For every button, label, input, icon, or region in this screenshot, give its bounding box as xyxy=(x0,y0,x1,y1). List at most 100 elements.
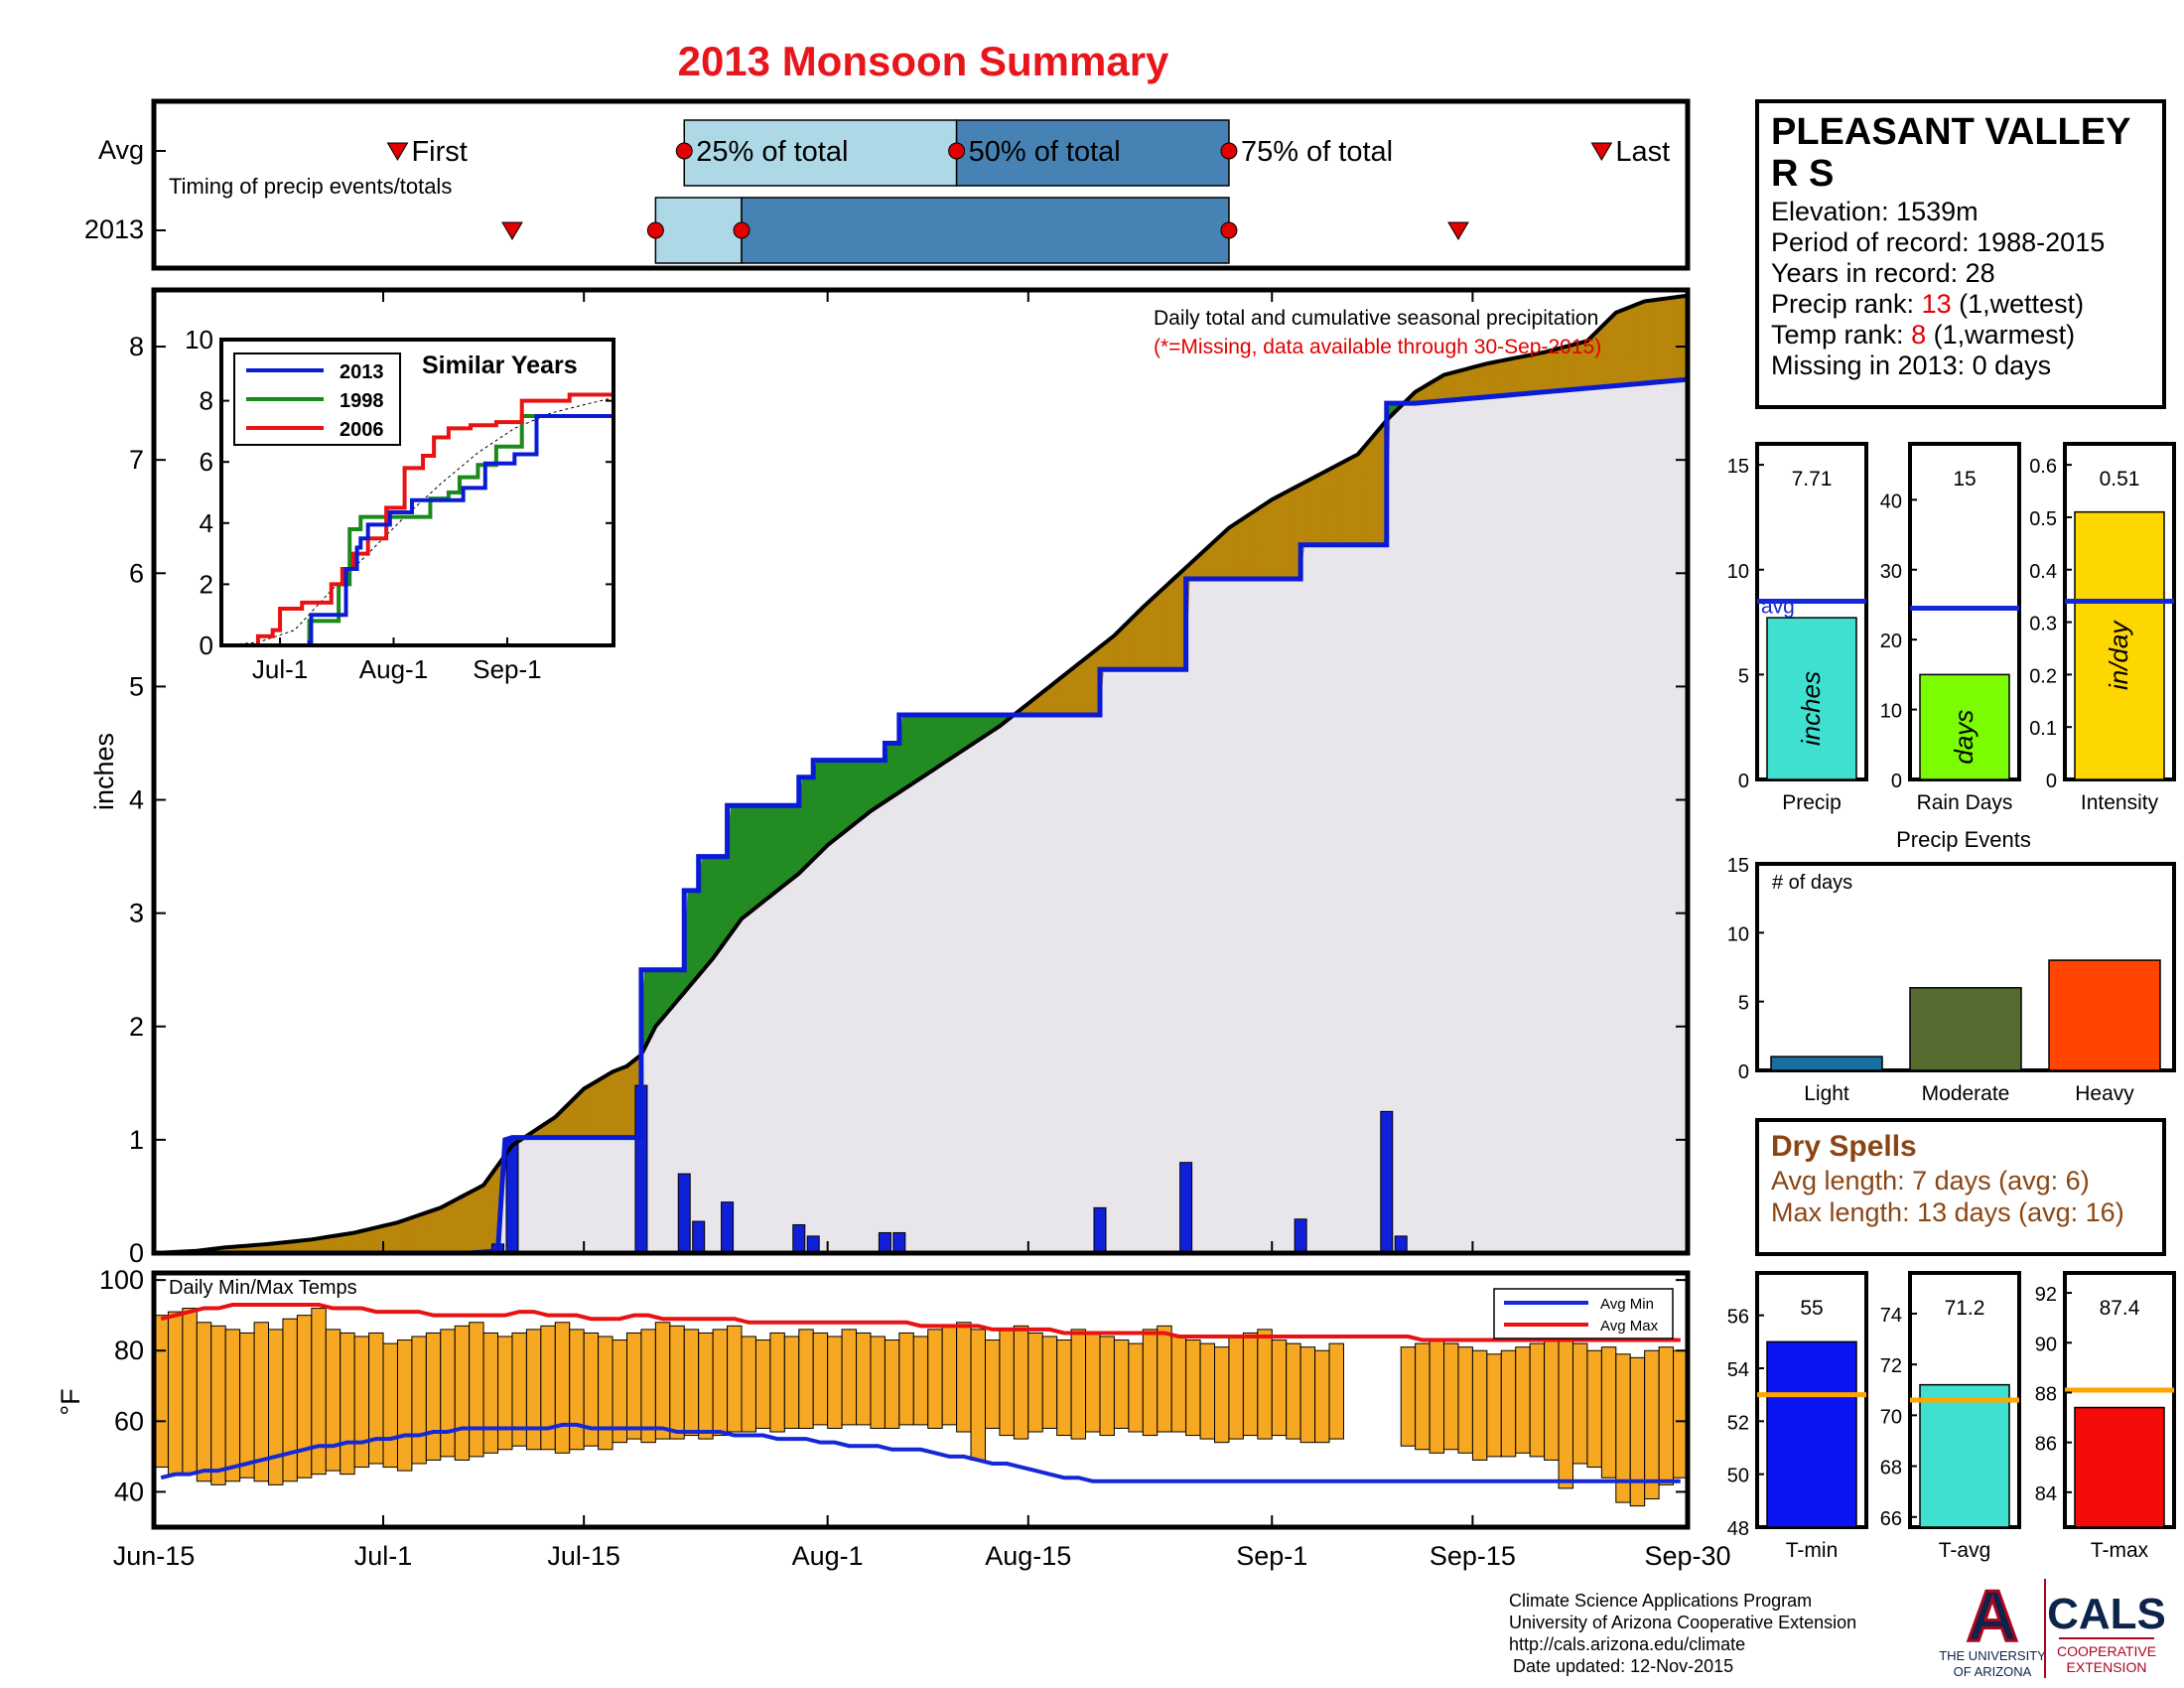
daily-temp-bar-51 xyxy=(884,1339,900,1429)
daily-precip-bar-7 xyxy=(806,1235,820,1254)
daily-temp-bar-68 xyxy=(1128,1342,1144,1433)
psum-unit-label-2: in/day xyxy=(2104,620,2133,690)
avg-q2-box xyxy=(955,119,1230,187)
daily-temp-bar-16 xyxy=(382,1342,398,1469)
station-precip-rank: Precip rank: 13 (1,wettest) xyxy=(1771,289,2084,319)
daily-temp-bar-37 xyxy=(683,1329,700,1437)
inset-y-tick-label-0: 0 xyxy=(200,631,213,660)
daily-temp-bar-66 xyxy=(1099,1336,1115,1437)
daily-temp-bar-26 xyxy=(525,1329,542,1451)
events-x-label-2: Heavy xyxy=(2075,1082,2134,1105)
inset-legend-label-1998: 1998 xyxy=(340,390,384,412)
daily-temp-bar-8 xyxy=(268,1329,284,1485)
daily-temp-bar-54 xyxy=(927,1329,943,1429)
dry-spells-avg: Avg length: 7 days (avg: 6) xyxy=(1771,1166,2090,1196)
daily-temp-bar-93 xyxy=(1486,1353,1502,1458)
daily-temp-bar-56 xyxy=(956,1322,972,1433)
precip-rank-value: 13 xyxy=(1922,289,1952,319)
temps-legend-label-max: Avg Max xyxy=(1600,1318,1659,1335)
dry-spells-title: Dry Spells xyxy=(1771,1130,1917,1163)
daily-temp-bar-6 xyxy=(239,1332,255,1478)
daily-temp-bar-57 xyxy=(970,1329,986,1461)
psum-bar-2 xyxy=(2074,510,2165,780)
events-bar-light xyxy=(1770,1055,1883,1071)
ua-logo-text1: THE UNIVERSITY xyxy=(1939,1648,2046,1663)
cumulative-y-tick-label-0: 0 xyxy=(129,1238,144,1268)
daily-temp-bar-71 xyxy=(1170,1336,1187,1433)
daily-temp-bar-22 xyxy=(469,1322,484,1458)
avg-p75-label: 75% of total xyxy=(1241,136,1393,168)
daily-precip-bar-10 xyxy=(1093,1206,1107,1254)
daily-temp-bar-52 xyxy=(898,1332,914,1426)
temp-rank-label: Temp rank: xyxy=(1771,320,1904,350)
events-y-tick-label-0: 0 xyxy=(1738,1061,1749,1083)
psum-y-tick-label-1-20: 20 xyxy=(1880,631,1902,652)
ua-logo-text2: OF ARIZONA xyxy=(1954,1664,2032,1679)
tsum-y-tick-label-0-54: 54 xyxy=(1727,1359,1749,1381)
tsum-y-tick-label-0-48: 48 xyxy=(1727,1518,1749,1540)
tsum-x-label-2: T-max xyxy=(2091,1539,2149,1562)
daily-temp-bar-29 xyxy=(569,1329,585,1451)
cumulative-y-tick-label-2: 2 xyxy=(129,1012,144,1042)
psum-y-tick-label-2-0: 0 xyxy=(2046,771,2057,792)
daily-temp-bar-41 xyxy=(741,1336,756,1433)
avg-p25-label: 25% of total xyxy=(696,136,848,168)
daily-precip-bar-11 xyxy=(1179,1162,1193,1254)
psum-y-tick-label-0-5: 5 xyxy=(1738,665,1749,687)
avg-first-label: First xyxy=(411,136,467,168)
daily-temp-bar-73 xyxy=(1199,1342,1216,1440)
daily-temp-bar-69 xyxy=(1142,1329,1159,1437)
precip-summary-panels: 7.71 0 5 10 15 Precip inches avg 15 0 10 20 30 40 Rain… xyxy=(1727,442,2176,814)
psum-y-tick-label-2-0.3: 0.3 xyxy=(2029,614,2057,635)
daily-temp-bar-39 xyxy=(712,1329,729,1437)
psum-bar-0 xyxy=(1766,617,1857,780)
tsum-y-tick-label-1-72: 72 xyxy=(1880,1355,1902,1377)
psum-bar-1 xyxy=(1919,673,2010,780)
daily-temp-bar-13 xyxy=(340,1332,355,1476)
daily-temp-bar-40 xyxy=(727,1325,743,1433)
daily-temp-bar-19 xyxy=(425,1332,442,1461)
tsum-y-tick-label-2-92: 92 xyxy=(2035,1284,2057,1306)
daily-temp-bar-98 xyxy=(1558,1336,1573,1489)
daily-temp-bar-36 xyxy=(669,1325,685,1440)
daily-temp-bar-96 xyxy=(1529,1342,1546,1458)
daily-precip-bar-3 xyxy=(677,1173,691,1254)
temps-x-tick-label-4: Aug-15 xyxy=(985,1541,1071,1571)
tsum-y-tick-label-2-88: 88 xyxy=(2035,1383,2057,1405)
temp-rank-value: 8 xyxy=(1911,320,1926,350)
daily-temp-bar-31 xyxy=(598,1336,614,1451)
daily-temp-bar-20 xyxy=(440,1329,456,1458)
timing-row-label-avg: Avg xyxy=(98,135,144,165)
tsum-y-tick-label-1-74: 74 xyxy=(1880,1305,1902,1327)
figure-title: 2013 Monsoon Summary xyxy=(678,38,1169,84)
inset-legend-label-2006: 2006 xyxy=(340,419,384,441)
tsum-y-tick-label-0-52: 52 xyxy=(1727,1412,1749,1434)
daily-temp-bar-89 xyxy=(1429,1339,1445,1454)
inset-line-2013 xyxy=(221,409,615,647)
temps-x-tick-label-5: Sep-1 xyxy=(1236,1541,1307,1571)
footer-line4: Date updated: 12-Nov-2015 xyxy=(1513,1656,1733,1676)
avg-p75-marker xyxy=(1220,142,1238,160)
daily-temp-bar-18 xyxy=(411,1336,427,1465)
daily-temp-bar-59 xyxy=(999,1329,1015,1437)
daily-temp-bar-67 xyxy=(1113,1339,1130,1429)
temps-legend: Avg Min Avg Max xyxy=(1493,1288,1674,1339)
cumulative-y-tick-label-5: 5 xyxy=(129,671,144,701)
similar-years-inset: 0 2 4 6 8 10 Jul-1 Aug-1 Sep-1 Similar Years 201… xyxy=(185,325,615,684)
psum-value-label-1: 15 xyxy=(1953,468,1976,491)
y2013-q2-box xyxy=(741,197,1230,264)
psum-value-label-2: 0.51 xyxy=(2100,468,2140,491)
temps-x-tick-label-2: Jul-15 xyxy=(547,1541,620,1571)
daily-temp-bar-61 xyxy=(1027,1332,1043,1433)
avg-q1-box xyxy=(683,119,958,187)
avg-last-label: Last xyxy=(1615,136,1670,168)
station-elevation: Elevation: 1539m xyxy=(1771,197,1979,226)
tsum-value-label-2: 87.4 xyxy=(2100,1297,2140,1320)
avg-min-line xyxy=(160,1422,1681,1483)
temp-rank-note: (1,warmest) xyxy=(1934,320,2076,350)
psum-y-tick-label-2-0.1: 0.1 xyxy=(2029,718,2057,740)
temps-x-tick-label-3: Aug-1 xyxy=(792,1541,864,1571)
footer-line1: Climate Science Applications Program xyxy=(1509,1591,1812,1611)
events-y-tick-label-15: 15 xyxy=(1727,855,1749,877)
university-of-arizona-logo: A THE UNIVERSITY OF ARIZONA xyxy=(1939,1576,2046,1680)
